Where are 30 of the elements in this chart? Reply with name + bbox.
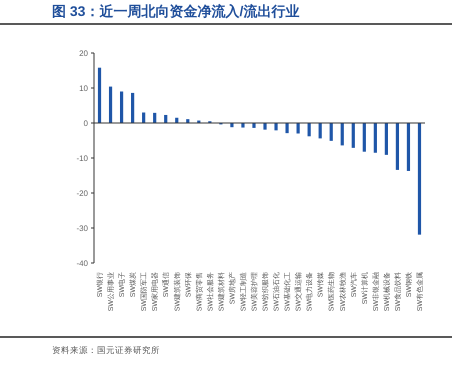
bar <box>352 123 355 148</box>
bar <box>418 123 422 235</box>
bar <box>318 123 322 138</box>
chart-title: 图 33：近一周北向资金净流入/流出行业 <box>52 3 300 19</box>
y-tick-label: -10 <box>76 154 89 163</box>
bar <box>374 123 377 153</box>
bar <box>108 86 112 123</box>
bar <box>186 119 190 123</box>
bar <box>153 112 156 123</box>
bar <box>98 68 102 123</box>
bar <box>330 123 333 141</box>
y-tick-label: -20 <box>76 189 89 198</box>
bar <box>175 118 178 123</box>
bar <box>296 123 300 134</box>
y-tick-label: 10 <box>79 84 89 93</box>
bar <box>406 123 410 171</box>
y-tick-label: -30 <box>76 224 89 233</box>
bar <box>120 92 124 123</box>
y-tick-label: 0 <box>84 119 89 128</box>
bar <box>396 123 400 170</box>
text: 资料来源：国元证券研究所 <box>52 345 160 355</box>
y-tick-label: 20 <box>79 49 89 58</box>
bar <box>164 114 168 123</box>
bar <box>308 123 311 136</box>
bar <box>142 112 146 123</box>
bar <box>384 123 388 155</box>
y-tick-label: -40 <box>76 259 89 268</box>
bar <box>340 123 344 146</box>
bar <box>131 92 134 123</box>
bar <box>362 123 366 152</box>
